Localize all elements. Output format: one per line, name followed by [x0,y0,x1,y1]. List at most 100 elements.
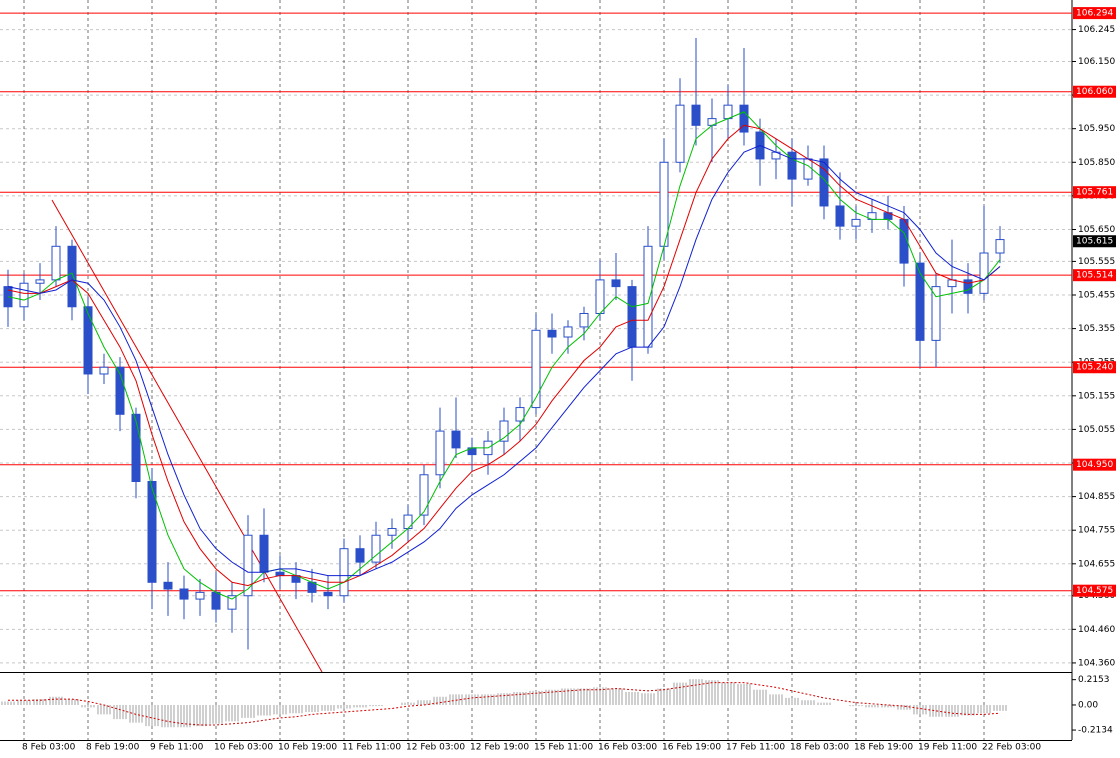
candle-body [83,306,93,375]
candle-body [403,514,413,530]
candle-body [275,571,285,577]
level-tag [1073,584,1116,597]
y-tick-label: 104.855 [1078,492,1115,502]
x-tick-label: 17 Feb 11:00 [726,743,785,753]
candle-body [915,262,925,341]
candle-body [691,104,701,126]
level-tag [1073,269,1116,282]
candle-body [563,326,573,338]
x-tick-label: 10 Feb 19:00 [278,743,337,753]
x-tick-label: 18 Feb 03:00 [790,743,849,753]
candle-body [835,205,845,227]
y-tick-label: 105.055 [1078,425,1115,435]
y-tick-label: 105.950 [1078,124,1115,134]
x-tick-label: 9 Feb 11:00 [150,743,204,753]
candle-body [723,104,733,120]
current-price-label: 105.615 [1076,237,1113,247]
level-label: 106.060 [1076,87,1113,97]
signal-line [8,682,1001,726]
candle-body [851,218,861,227]
candle-body [931,286,941,341]
candle-body [803,158,813,180]
y-tick-label: 104.360 [1078,658,1115,668]
x-tick-label: 11 Feb 11:00 [342,743,401,753]
candle-body [355,548,365,563]
candle-body [819,158,829,207]
candle-body [595,279,605,314]
candle-body [435,430,445,476]
level-tag [1073,186,1116,199]
candle-body [323,591,333,597]
x-tick-label: 10 Feb 03:00 [214,743,273,753]
candle-body [979,252,989,294]
candle-body [195,591,205,600]
y-tick-label: 104.460 [1078,625,1115,635]
y-tick-label: 106.245 [1078,25,1115,35]
level-label: 105.514 [1076,271,1113,281]
candle-body [147,480,157,583]
candle-body [259,534,269,573]
candle-body [627,286,637,348]
candle-body [643,245,653,348]
level-label: 105.761 [1076,188,1113,198]
y-tick-label: 105.850 [1078,158,1115,168]
candle-body [531,329,541,409]
candle-body [339,548,349,597]
candle-body [67,245,77,308]
x-tick-label: 18 Feb 19:00 [854,743,913,753]
level-label: 106.294 [1076,9,1113,19]
level-tag [1073,85,1116,98]
y-tick-label: 105.355 [1078,324,1115,334]
candle-body [387,528,397,536]
y-tick-label: 106.150 [1078,57,1115,67]
moving-average [7,111,1001,600]
candle-body [211,591,221,610]
candle-body [547,329,557,338]
y-tick-label: 105.555 [1078,257,1115,267]
level-tag [1073,7,1116,20]
candle-body [131,413,141,482]
candle-body [787,151,797,180]
level-label: 104.950 [1076,460,1113,470]
level-label: 105.240 [1076,363,1113,373]
x-tick-label: 12 Feb 03:00 [406,743,465,753]
moving-average [7,144,1001,577]
x-tick-label: 22 Feb 03:00 [982,743,1041,753]
candle-body [163,581,173,590]
y-tick-label: 0.00 [1078,700,1098,710]
x-tick-label: 19 Feb 11:00 [918,743,977,753]
candle-body [3,286,13,308]
candle-body [611,279,621,288]
candle-body [739,104,749,133]
candle-body [419,474,429,516]
y-tick-label: 104.655 [1078,559,1115,569]
level-label: 104.575 [1076,586,1113,596]
candle-body [579,312,589,328]
candle-body [499,420,509,442]
y-tick-label: 105.455 [1078,291,1115,301]
candle-body [19,282,29,308]
y-tick-label: 0.2153 [1078,675,1110,685]
candle-body [995,239,1005,254]
x-tick-label: 15 Feb 11:00 [534,743,593,753]
candle-body [35,279,45,284]
candle-body [515,407,525,422]
y-tick-label: 104.755 [1078,526,1115,536]
x-tick-label: 8 Feb 19:00 [86,743,140,753]
moving-average [7,124,1001,587]
level-tag [1073,361,1116,374]
candle-body [51,245,61,281]
y-tick-label: -0.2134 [1078,726,1113,736]
candle-body [243,534,253,597]
candle-body [227,595,237,610]
current-price-tag [1073,235,1116,248]
y-tick-label: 105.650 [1078,225,1115,235]
candle-body [963,279,973,294]
y-tick-label: 105.155 [1078,391,1115,401]
candle-body [115,366,125,415]
x-tick-label: 16 Feb 03:00 [598,743,657,753]
level-tag [1073,458,1116,471]
candle-body [451,430,461,449]
trend-line [51,199,323,673]
